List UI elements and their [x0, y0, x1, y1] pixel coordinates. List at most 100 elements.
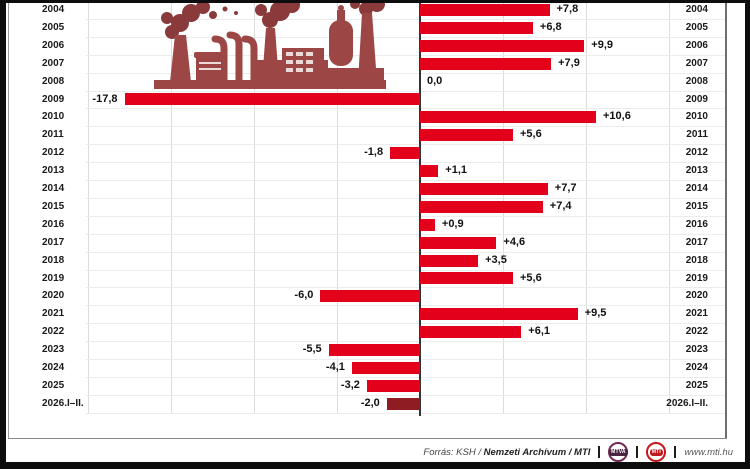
row-separator: [86, 180, 726, 181]
outer-border-bottom: [0, 462, 750, 469]
year-label-right: 2012: [685, 147, 708, 159]
row-separator: [86, 412, 726, 414]
row-separator: [86, 90, 726, 92]
row-separator: [86, 72, 726, 74]
year-label-left: 2009: [42, 93, 65, 105]
value-label: -1,8: [364, 146, 384, 159]
vertical-gridline: [88, 0, 89, 413]
data-bar: [351, 361, 420, 374]
data-bar: [420, 236, 497, 249]
year-label-left: 2013: [42, 165, 65, 177]
value-label: +5,6: [520, 271, 542, 284]
row-separator: [86, 215, 726, 217]
year-label-right: 2014: [685, 183, 708, 194]
row-separator: [86, 251, 726, 253]
year-label-left: 2014: [42, 183, 65, 194]
value-label: +3,5: [485, 253, 507, 266]
year-label-left: 2007: [42, 57, 65, 69]
data-bar: [390, 147, 420, 160]
year-label-left: 2008: [42, 75, 65, 87]
outer-border-top: [0, 0, 750, 3]
data-bar: [420, 218, 435, 231]
year-label-left: 2006: [42, 39, 65, 51]
vertical-gridline: [669, 0, 670, 413]
row-separator: [86, 305, 726, 307]
year-label-right: 2007: [685, 57, 708, 69]
value-label: -5,5: [302, 343, 322, 356]
value-label: -6,0: [294, 289, 314, 302]
year-label-right: 2016: [685, 218, 708, 230]
year-label-right: 2023: [685, 344, 708, 356]
row-separator: [86, 394, 726, 396]
value-label: +1,1: [445, 164, 468, 177]
value-label: +10,6: [603, 110, 631, 123]
year-label-right: 2004: [685, 4, 708, 15]
row-separator: [86, 108, 726, 110]
value-label: -3,2: [340, 378, 360, 391]
year-label-left: 2011: [42, 129, 64, 141]
value-label: +6,1: [528, 325, 551, 338]
year-label-right: 2017: [685, 236, 708, 248]
outer-border-left: [0, 0, 6, 469]
outer-border-right: [745, 0, 750, 469]
row-separator: [86, 126, 726, 128]
year-label-right: 2025: [685, 379, 708, 391]
year-label-left: 2012: [42, 147, 65, 159]
row-separator: [86, 287, 726, 289]
year-label-left: 2019: [42, 272, 65, 284]
row-separator: [86, 162, 726, 164]
year-label-left: 2004: [42, 4, 65, 15]
factory-illustration-icon: [154, 2, 386, 89]
value-label: +9,5: [584, 307, 607, 320]
year-label-right: 2005: [685, 21, 708, 33]
year-label-right: 2020: [685, 290, 708, 302]
value-label: +7,7: [554, 182, 577, 194]
year-label-right: 2009: [685, 93, 708, 105]
value-label: +0,9: [441, 217, 464, 230]
value-label: +7,8: [556, 3, 579, 15]
row-separator: [86, 323, 726, 325]
year-label-left: 2015: [42, 200, 65, 212]
year-label-left: 2020: [42, 290, 65, 302]
footer-divider: [674, 446, 677, 458]
chart-frame-left: [8, 0, 9, 438]
value-label: -4,1: [325, 361, 345, 373]
value-label: -2,0: [360, 396, 380, 409]
data-bar: [420, 272, 513, 285]
year-label-right: 2019: [685, 272, 708, 284]
website-text: www.mti.hu: [684, 446, 733, 458]
year-label-right: 2026.I–II.: [666, 397, 708, 409]
year-label-right: 2008: [685, 75, 708, 87]
data-bar: [420, 200, 543, 213]
year-label-right: 2018: [685, 254, 708, 266]
data-bar: [420, 39, 585, 52]
vertical-gridline: [337, 0, 338, 413]
footer-divider: [636, 446, 639, 458]
row-separator: [86, 36, 726, 38]
row-separator: [86, 54, 726, 56]
source-text: Forrás: KSH / Nemzeti Archívum / MTI: [423, 446, 591, 458]
year-label-left: 2022: [42, 326, 65, 338]
data-bar: [420, 57, 552, 70]
data-bar: [328, 344, 420, 356]
data-bar: [420, 326, 522, 339]
vertical-gridline: [254, 0, 255, 413]
year-label-right: 2024: [685, 362, 708, 373]
data-bar: [420, 3, 550, 16]
row-separator: [86, 269, 726, 271]
footer-credits: Forrás: KSH / Nemzeti Archívum / MTI MTV…: [423, 442, 733, 462]
year-label-right: 2015: [685, 200, 708, 212]
row-separator: [86, 341, 726, 343]
row-separator: [86, 197, 726, 199]
mtva-logo-icon: MTVA: [608, 442, 629, 462]
chart-frame-bottom: [8, 438, 727, 439]
year-label-right: 2022: [685, 326, 708, 338]
row-separator: [86, 359, 726, 360]
year-label-left: 2023: [42, 344, 65, 356]
value-label: +6,8: [539, 20, 562, 33]
year-label-right: 2013: [685, 165, 708, 177]
year-label-left: 2024: [42, 362, 65, 373]
year-label-left: 2018: [42, 254, 65, 266]
data-bar: [420, 254, 479, 267]
year-label-right: 2006: [685, 39, 708, 51]
